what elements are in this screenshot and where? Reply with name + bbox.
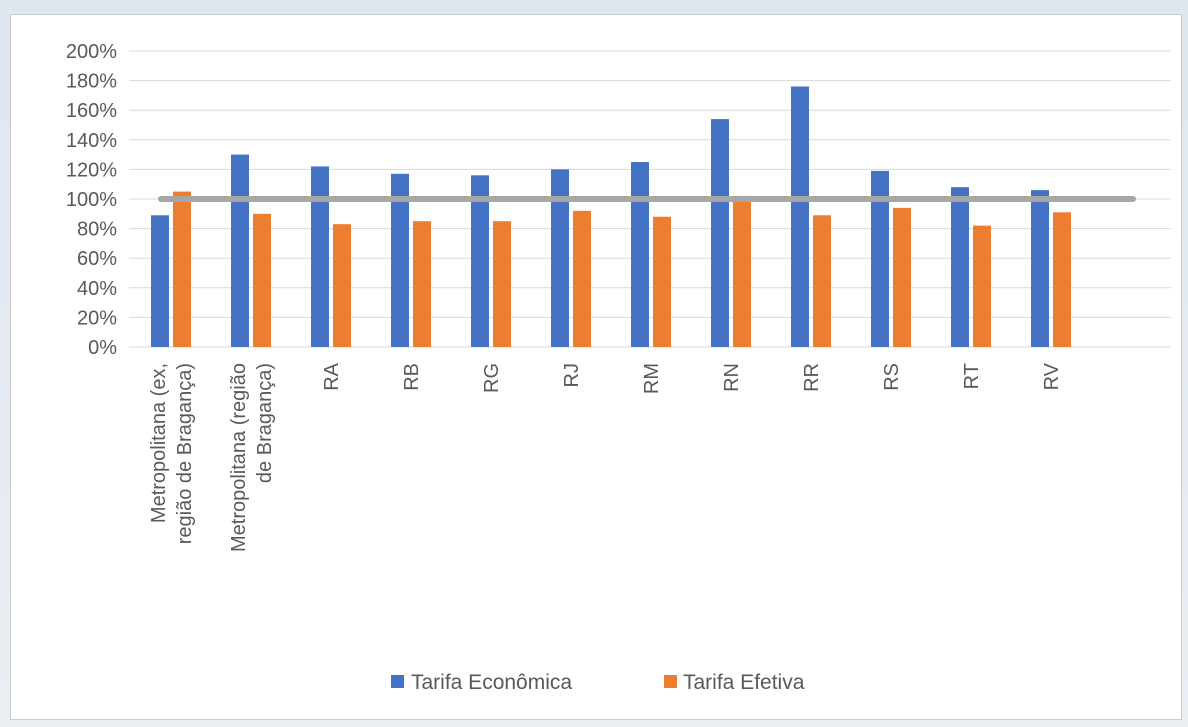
bar-tarifa-economica xyxy=(311,166,329,347)
y-tick-label: 0% xyxy=(88,337,117,359)
y-tick-label: 60% xyxy=(77,248,117,270)
bar-tarifa-economica xyxy=(711,119,729,347)
y-tick-label: 180% xyxy=(66,71,117,93)
y-tick-label: 120% xyxy=(66,159,117,181)
bar-tarifa-efetiva xyxy=(653,216,671,347)
bar-tarifa-efetiva xyxy=(573,210,591,347)
legend-label: Tarifa Econômica xyxy=(411,671,572,694)
bar-tarifa-economica xyxy=(871,170,889,347)
x-category-label: RB xyxy=(401,363,423,391)
bars xyxy=(151,86,1071,348)
bar-tarifa-economica xyxy=(791,86,809,348)
legend: Tarifa Econômica Tarifa Efetiva xyxy=(391,671,805,694)
legend-swatch xyxy=(391,675,404,688)
bar-tarifa-efetiva xyxy=(733,201,751,347)
bar-tarifa-economica xyxy=(1031,190,1049,347)
bar-tarifa-efetiva xyxy=(413,221,431,347)
x-category-label: RT xyxy=(961,363,983,389)
x-category-label: região de Bragança) xyxy=(174,363,196,544)
y-tick-label: 160% xyxy=(66,100,117,122)
x-category-label: de Bragança) xyxy=(254,363,276,483)
bar-tarifa-efetiva xyxy=(973,225,991,347)
x-category-label: RN xyxy=(721,363,743,392)
x-category-label: RS xyxy=(881,363,903,391)
bar-tarifa-efetiva xyxy=(893,207,911,347)
y-axis-ticks: 0% 20% 40% 60% 80% 100% 120% 140% 160% 180% 200% xyxy=(66,41,117,359)
x-category-label: Metropolitana (região xyxy=(228,363,250,552)
y-tick-label: 200% xyxy=(66,41,117,63)
x-category-label: RA xyxy=(321,362,343,390)
bar-tarifa-efetiva xyxy=(493,221,511,347)
bar-chart: 0% 20% 40% 60% 80% 100% 120% 140% 160% 180% 200% M… xyxy=(66,41,1171,694)
y-tick-label: 20% xyxy=(77,307,117,329)
x-category-label: RV xyxy=(1041,362,1063,390)
x-category-label: RJ xyxy=(561,363,583,387)
bar-tarifa-economica xyxy=(231,154,249,347)
legend-swatch xyxy=(664,675,677,688)
bar-tarifa-economica xyxy=(551,169,569,347)
x-axis-categories: Metropolitana (ex, região de Bragança) Met… xyxy=(148,362,1063,552)
y-tick-label: 40% xyxy=(77,278,117,300)
x-category-label: RM xyxy=(641,363,663,394)
bar-tarifa-efetiva xyxy=(813,215,831,347)
chart-frame: 0% 20% 40% 60% 80% 100% 120% 140% 160% 180% 200% M… xyxy=(10,14,1182,720)
x-category-label: RR xyxy=(801,363,823,392)
bar-tarifa-efetiva xyxy=(253,213,271,347)
y-tick-label: 80% xyxy=(77,219,117,241)
bar-tarifa-efetiva xyxy=(333,224,351,347)
y-tick-label: 100% xyxy=(66,189,117,211)
y-tick-label: 140% xyxy=(66,130,117,152)
bar-tarifa-economica xyxy=(391,173,409,347)
bar-tarifa-efetiva xyxy=(173,191,191,347)
legend-label: Tarifa Efetiva xyxy=(683,671,805,694)
bar-tarifa-economica xyxy=(151,215,169,347)
x-category-label: Metropolitana (ex, xyxy=(148,363,170,523)
bar-tarifa-economica xyxy=(471,175,489,347)
x-category-label: RG xyxy=(481,363,503,393)
bar-tarifa-economica xyxy=(951,187,969,347)
bar-tarifa-efetiva xyxy=(1053,212,1071,347)
bar-tarifa-economica xyxy=(631,162,649,347)
